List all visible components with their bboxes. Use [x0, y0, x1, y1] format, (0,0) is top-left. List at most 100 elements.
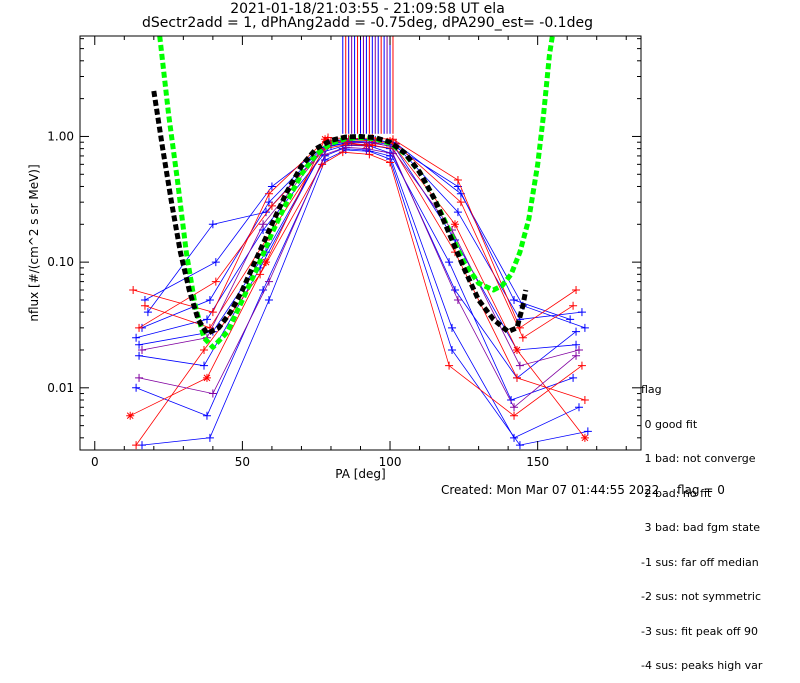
data-point [515, 361, 524, 370]
legend-item: -1 sus: far off median [641, 555, 759, 569]
data-point [344, 137, 353, 146]
data-point [132, 383, 141, 392]
data-point [262, 258, 271, 267]
data-point [341, 143, 350, 152]
data-point [580, 433, 589, 442]
data-point [448, 345, 457, 354]
series-line [144, 138, 586, 329]
x-tick-label: 0 [91, 455, 99, 469]
data-point [456, 198, 465, 207]
series-line [141, 141, 580, 367]
data-point [208, 389, 217, 398]
data-point [211, 277, 220, 286]
data-point [202, 315, 211, 324]
data-point [129, 286, 138, 295]
legend-item: 0 good fit [641, 417, 698, 431]
y-tick-label: 1.00 [47, 129, 74, 143]
data-point [507, 395, 516, 404]
pitch-angle-chart: 0 50 100 150 0.01 0.10 1.00 PA [deg] nflux [#/(c… [27, 35, 642, 481]
data-point [566, 315, 575, 324]
data-point [510, 403, 519, 412]
data-point [572, 340, 581, 349]
data-point [140, 301, 149, 310]
data-point [264, 277, 273, 286]
data-point [445, 258, 454, 267]
series-line [139, 146, 577, 408]
data-point [362, 144, 371, 153]
series-line [130, 138, 586, 439]
data-point [583, 427, 592, 436]
data-point [259, 220, 268, 229]
chart-subtitle: dSectr2add = 1, dPhAng2add = -0.75deg, d… [142, 15, 593, 31]
data-point [138, 345, 147, 354]
data-point [135, 373, 144, 382]
data-point [208, 220, 217, 229]
flag-legend: flag 0 good fit 1 bad: not converge 2 ba… [641, 361, 762, 683]
data-point [132, 333, 141, 342]
data-point [569, 301, 578, 310]
flag-value: flag = 0 [677, 483, 725, 497]
created-timestamp: Created: Mon Mar 07 01:44:55 2022 [441, 483, 660, 497]
legend-item: 2 bad: no fit [641, 486, 712, 500]
data-point [143, 308, 152, 317]
legend-item: -4 sus: peaks high var [641, 659, 763, 672]
data-point [510, 433, 519, 442]
data-point [580, 395, 589, 404]
data-point [202, 373, 211, 382]
series-line [138, 139, 574, 339]
data-point [574, 403, 583, 412]
data-point [267, 182, 276, 191]
data-point [510, 411, 519, 420]
data-point [200, 345, 209, 354]
data-point [135, 323, 144, 332]
y-tick-label: 0.10 [47, 255, 74, 269]
series-line [147, 140, 577, 351]
x-tick-label: 50 [235, 455, 250, 469]
data-point [453, 295, 462, 304]
data-point [262, 208, 271, 217]
data-point [512, 373, 521, 382]
data-point [515, 441, 524, 450]
data-point [572, 351, 581, 360]
series-line [141, 149, 588, 446]
data-point [386, 158, 395, 167]
data-point [264, 189, 273, 198]
data-point [448, 323, 457, 332]
data-point [321, 150, 330, 159]
legend-item: -3 sus: fit peak off 90 [641, 624, 758, 638]
data-point [205, 433, 214, 442]
data-point [135, 340, 144, 349]
data-point [577, 361, 586, 370]
data-point [453, 176, 462, 185]
data-point [321, 135, 330, 144]
data-point [365, 150, 374, 159]
data-point [569, 373, 578, 382]
y-tick-label: 0.01 [47, 381, 74, 395]
data-point [200, 361, 209, 370]
data-point [202, 411, 211, 420]
data-point [512, 345, 521, 354]
data-point [445, 361, 454, 370]
series-line [132, 137, 577, 329]
data-point [338, 148, 347, 157]
data-point [267, 201, 276, 210]
data-point [580, 323, 589, 332]
legend-item: -2 sus: not symmetric [641, 590, 761, 603]
data-point [211, 258, 220, 267]
y-axis-label: nflux [#/(cm^2 s sr MeV)] [27, 164, 41, 321]
data-point [126, 411, 135, 420]
data-point [388, 135, 397, 144]
legend-title: flag [641, 383, 662, 396]
data-point [577, 308, 586, 317]
x-tick-label: 100 [379, 455, 402, 469]
data-point [572, 327, 581, 336]
x-tick-label: 150 [526, 455, 549, 469]
data-point [453, 208, 462, 217]
data-point [450, 220, 459, 229]
data-point [256, 270, 265, 279]
data-point [574, 345, 583, 354]
data-point [510, 295, 519, 304]
series-line [135, 151, 583, 446]
x-axis-label: PA [deg] [335, 467, 385, 481]
series-line [135, 148, 580, 439]
